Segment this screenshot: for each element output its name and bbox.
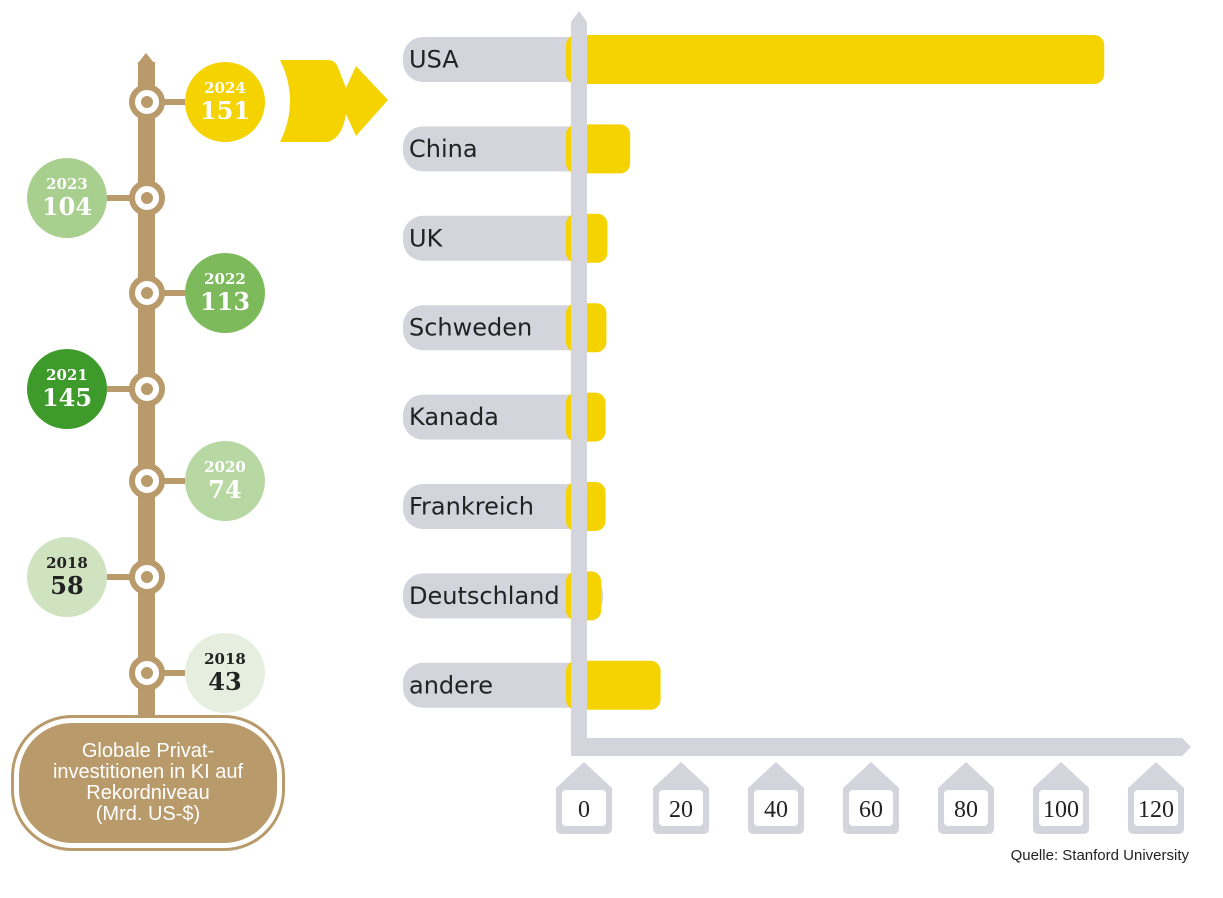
source-note: Quelle: Stanford University [1010, 847, 1189, 864]
timeline-connector [107, 574, 131, 580]
category-label: Kanada [409, 403, 499, 431]
bar-label-tab [403, 37, 603, 82]
timeline-node [128, 463, 165, 499]
timeline-bubble-2018-43: 2018 43 [185, 633, 265, 713]
bar-label-tab [403, 394, 603, 440]
x-tick-label: 20 [669, 797, 693, 823]
bar-label-tab [403, 662, 603, 708]
timeline-year: 2023 [46, 175, 88, 193]
timeline-connector [107, 386, 131, 392]
timeline-year: 2020 [204, 458, 246, 476]
x-tick-label: 0 [578, 797, 590, 823]
category-label: Frankreich [409, 493, 534, 521]
timeline-bubble-2024-151: 2024 151 [185, 62, 265, 142]
tick-box [849, 790, 893, 826]
timeline-node [128, 84, 165, 120]
timeline-value: 43 [208, 667, 242, 696]
tick-box [659, 790, 703, 826]
timeline-node [128, 180, 165, 216]
timeline-title-text: Globale Privat- investitionen in KI auf … [52, 740, 244, 825]
timeline-node [128, 275, 165, 311]
bar-label-tab [403, 215, 603, 261]
bar-label-tab [403, 126, 603, 172]
category-label: China [409, 135, 478, 163]
y-axis [571, 11, 587, 745]
x-tick-label: 60 [859, 797, 883, 823]
bar-label-tab [403, 573, 603, 619]
x-tick-label: 40 [764, 797, 788, 823]
timeline-year: 2022 [204, 270, 246, 288]
timeline-connector [107, 195, 131, 201]
category-label: USA [409, 46, 459, 74]
category-label: Schweden [409, 314, 532, 342]
timeline-bubble-2020-74: 2020 74 [185, 441, 265, 521]
timeline-value: 145 [41, 383, 93, 412]
timeline-rail-tip [138, 53, 154, 63]
timeline-year: 2021 [46, 366, 88, 384]
connector-arrow-icon [280, 60, 388, 142]
timeline-node [128, 655, 165, 691]
timeline-value: 104 [41, 192, 93, 221]
timeline-bubble-2022-113: 2022 113 [185, 253, 265, 333]
timeline-connector [162, 290, 185, 296]
x-tick-label: 120 [1138, 797, 1174, 823]
timeline-year: 2024 [204, 79, 246, 97]
tick-box [1134, 790, 1178, 826]
timeline-year: 2018 [204, 650, 246, 668]
x-axis [571, 738, 1191, 756]
tick-box [562, 790, 606, 826]
bar-label-tab [403, 484, 603, 529]
timeline-value: 113 [199, 287, 251, 316]
bar-label-tab [403, 305, 603, 351]
tick-box [1039, 790, 1083, 826]
x-tick-label: 80 [954, 797, 978, 823]
timeline-bubble-2021-145: 2021 145 [27, 349, 107, 429]
timeline-value: 151 [199, 96, 251, 125]
category-label: andere [409, 671, 493, 699]
category-label: Deutschland [409, 582, 560, 610]
timeline-value: 58 [50, 571, 84, 600]
timeline-value: 74 [208, 475, 242, 504]
tick-box [944, 790, 988, 826]
tick-box [754, 790, 798, 826]
category-label: UK [409, 224, 444, 252]
timeline-year: 2018 [46, 554, 88, 572]
timeline-connector [162, 99, 185, 105]
timeline-title: Globale Privat- investitionen in KI auf … [14, 718, 282, 848]
timeline-connector [162, 670, 185, 676]
bar-andere [566, 660, 661, 710]
timeline-bubble-2023-104: 2023 104 [27, 158, 107, 238]
timeline-node [128, 371, 165, 407]
timeline-bubble-2018-58: 2018 58 [27, 537, 107, 617]
timeline-node [128, 559, 165, 595]
bar-usa [566, 35, 1105, 84]
timeline-connector [162, 478, 185, 484]
investment-timeline: 2024 151 2023 104 2022 113 2021 145 2020 74 2018 58… [0, 0, 300, 898]
x-tick-label: 100 [1043, 797, 1079, 823]
